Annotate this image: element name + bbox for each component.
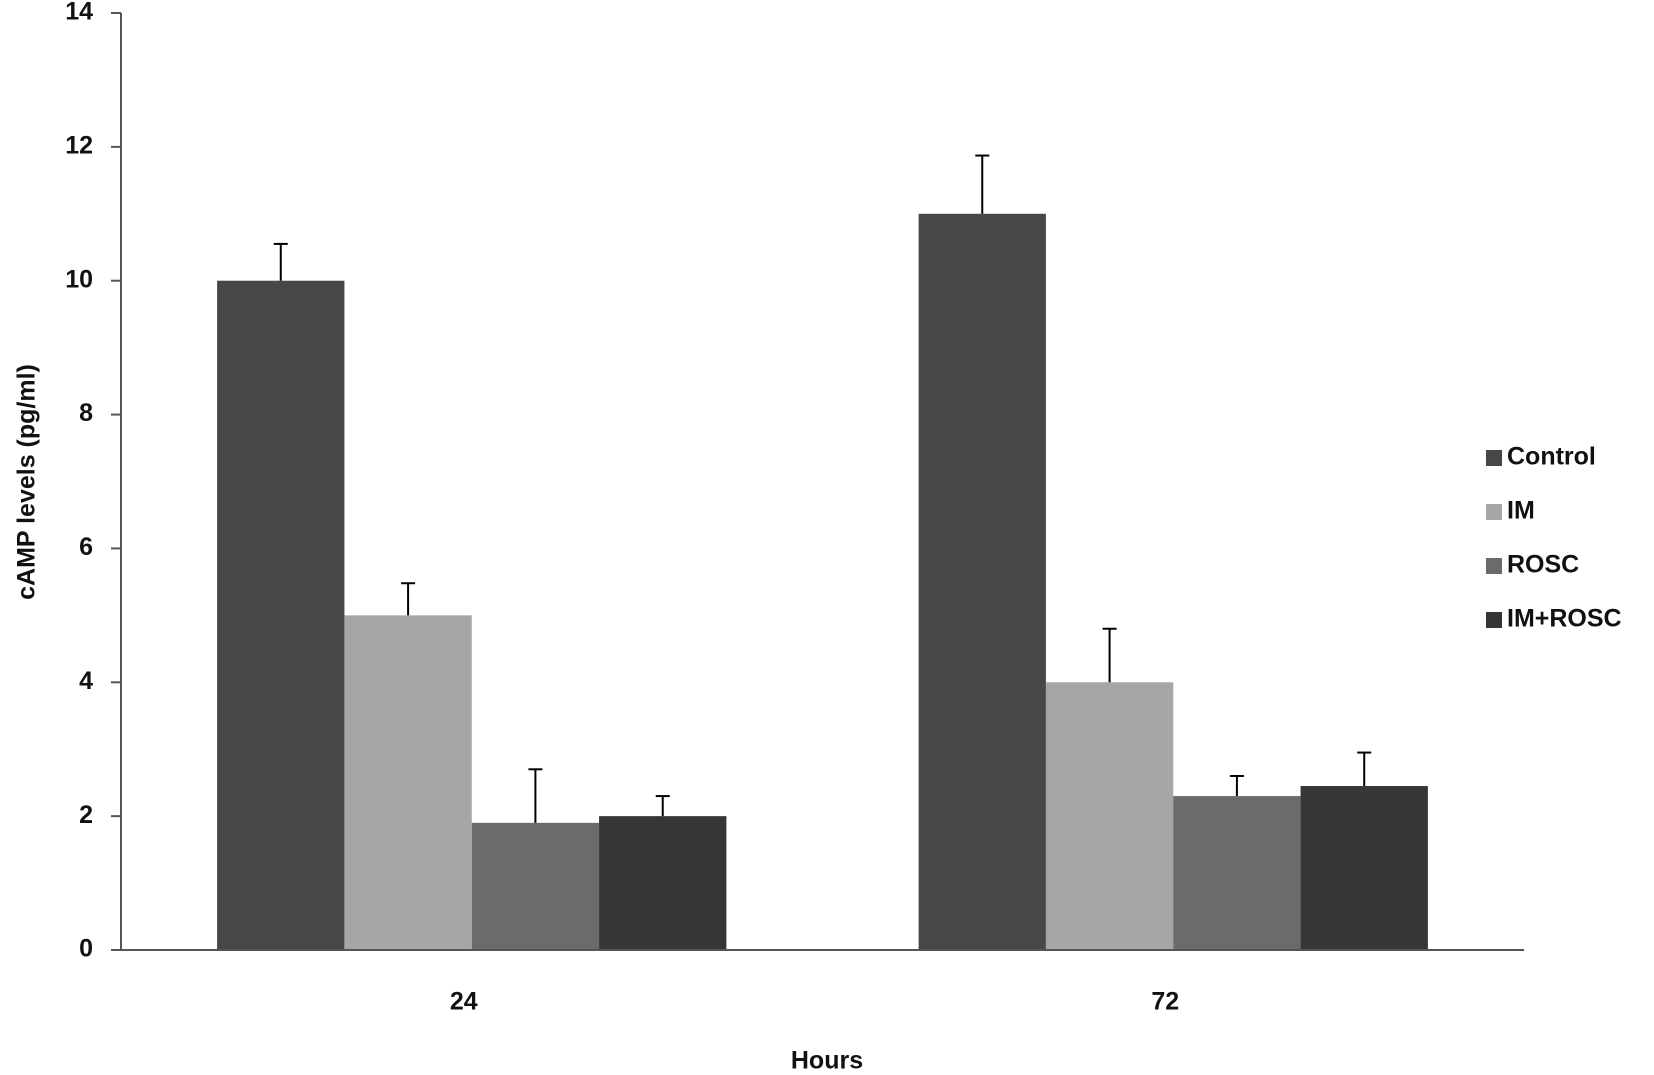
bar: [217, 280, 345, 950]
y-axis-label: cAMP levels (pg/ml): [13, 364, 41, 600]
x-tick-label: 24: [450, 988, 478, 1016]
bar: [1045, 682, 1174, 950]
legend-label: Control: [1507, 443, 1596, 471]
y-tick-label: 4: [79, 667, 93, 695]
bar: [471, 822, 600, 950]
bar: [1300, 786, 1428, 950]
y-tick-label: 12: [65, 131, 93, 159]
legend-swatch: [1486, 450, 1502, 466]
legend-label: IM+ROSC: [1507, 605, 1622, 633]
bar: [918, 213, 1046, 951]
legend-swatch: [1486, 612, 1502, 628]
x-tick-label: 72: [1151, 988, 1179, 1016]
x-axis-label: Hours: [791, 1047, 863, 1075]
y-tick-label: 6: [79, 533, 93, 561]
legend-label: IM: [1507, 497, 1535, 525]
y-tick-label: 8: [79, 399, 93, 427]
legend-swatch: [1486, 558, 1502, 574]
bar: [599, 816, 727, 950]
y-tick-label: 14: [65, 0, 93, 26]
bar: [344, 615, 472, 950]
bar: [1173, 796, 1301, 950]
y-tick-label: 0: [79, 935, 93, 963]
legend-swatch: [1486, 504, 1502, 520]
legend-label: ROSC: [1507, 551, 1579, 579]
y-tick-label: 2: [79, 801, 93, 829]
y-tick-label: 10: [65, 265, 93, 293]
